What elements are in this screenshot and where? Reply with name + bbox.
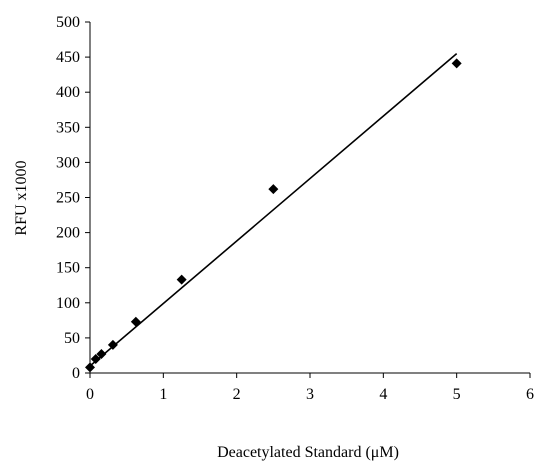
y-tick-label: 200	[56, 225, 80, 242]
y-tick-label: 450	[56, 49, 80, 66]
x-axis-ticks: 0 1 2 3 4 5 6	[86, 373, 534, 403]
x-axis-title: Deacetylated Standard (μM)	[217, 444, 399, 461]
y-axis-ticks: 0 50 100 150 200 250 300 350 400 450 500	[56, 14, 90, 382]
y-tick-label: 150	[56, 260, 80, 277]
data-point	[90, 353, 101, 364]
y-tick-label: 400	[56, 84, 80, 101]
x-tick-label: 4	[379, 386, 387, 403]
data-point	[107, 339, 118, 350]
data-point	[451, 58, 462, 69]
data-points	[85, 58, 462, 373]
x-tick-label: 6	[526, 386, 534, 403]
data-point	[268, 184, 279, 195]
x-tick-label: 0	[86, 386, 94, 403]
x-tick-label: 1	[159, 386, 167, 403]
y-tick-label: 50	[64, 330, 80, 347]
y-axis-title: RFU x1000	[13, 160, 30, 235]
x-tick-label: 3	[306, 386, 314, 403]
data-point	[85, 362, 95, 373]
y-tick-label: 300	[56, 154, 80, 171]
y-tick-label: 0	[72, 365, 80, 382]
y-tick-label: 500	[56, 14, 80, 31]
trendline	[89, 52, 458, 367]
data-point	[130, 316, 141, 327]
y-tick-label: 350	[56, 119, 80, 136]
y-tick-label: 250	[56, 190, 80, 207]
trendline-group	[89, 52, 458, 367]
data-point	[176, 274, 187, 285]
axes	[89, 22, 530, 374]
x-tick-label: 2	[233, 386, 241, 403]
y-tick-label: 100	[56, 295, 80, 312]
x-tick-label: 5	[453, 386, 461, 403]
data-point	[96, 349, 107, 360]
